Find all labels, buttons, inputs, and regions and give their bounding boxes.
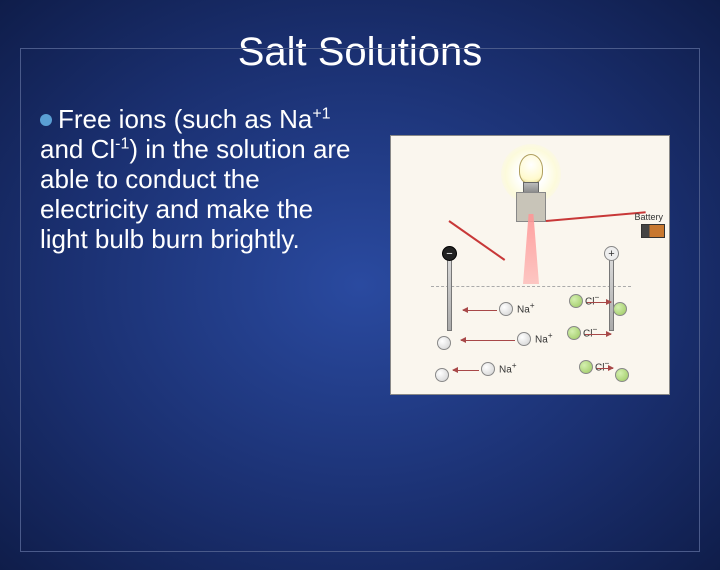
na-ion-icon <box>437 336 451 350</box>
na-ion-icon <box>517 332 531 346</box>
light-bulb-icon <box>519 154 543 184</box>
ion-label: Na+ <box>535 330 553 345</box>
ion-arrow-icon <box>585 334 611 335</box>
ion-arrow-icon <box>453 370 479 371</box>
cl-ion-icon <box>567 326 581 340</box>
ion-label: Na+ <box>517 300 535 315</box>
cl-ion-icon <box>613 302 627 316</box>
ion-arrow-icon <box>597 368 613 369</box>
anode-cap: + <box>604 246 619 261</box>
battery-icon <box>641 224 665 238</box>
wire-left-icon <box>448 220 505 261</box>
battery-label: Battery <box>634 212 663 222</box>
cl-ion-icon <box>569 294 583 308</box>
cathode-cap: − <box>442 246 457 261</box>
cl-ion-icon <box>579 360 593 374</box>
electrode-negative <box>447 251 452 331</box>
ion-arrow-icon <box>587 302 611 303</box>
ion-arrow-icon <box>461 340 515 341</box>
na-ion-icon <box>499 302 513 316</box>
diagram-column: Battery − + Na+Cl−Na+Cl−Na+Cl− <box>380 105 680 395</box>
ion-label: Na+ <box>499 360 517 375</box>
cl-ion-icon <box>615 368 629 382</box>
solution-surface-icon <box>431 286 631 287</box>
light-beam-icon <box>523 214 539 284</box>
ion-label: Cl− <box>585 292 599 307</box>
wire-right-icon <box>546 211 646 222</box>
ion-arrow-icon <box>463 310 497 311</box>
na-ion-icon <box>481 362 495 376</box>
na-ion-icon <box>435 368 449 382</box>
electrolysis-diagram: Battery − + Na+Cl−Na+Cl−Na+Cl− <box>390 135 670 395</box>
ion-label: Cl− <box>583 324 597 339</box>
electrode-positive <box>609 251 614 331</box>
